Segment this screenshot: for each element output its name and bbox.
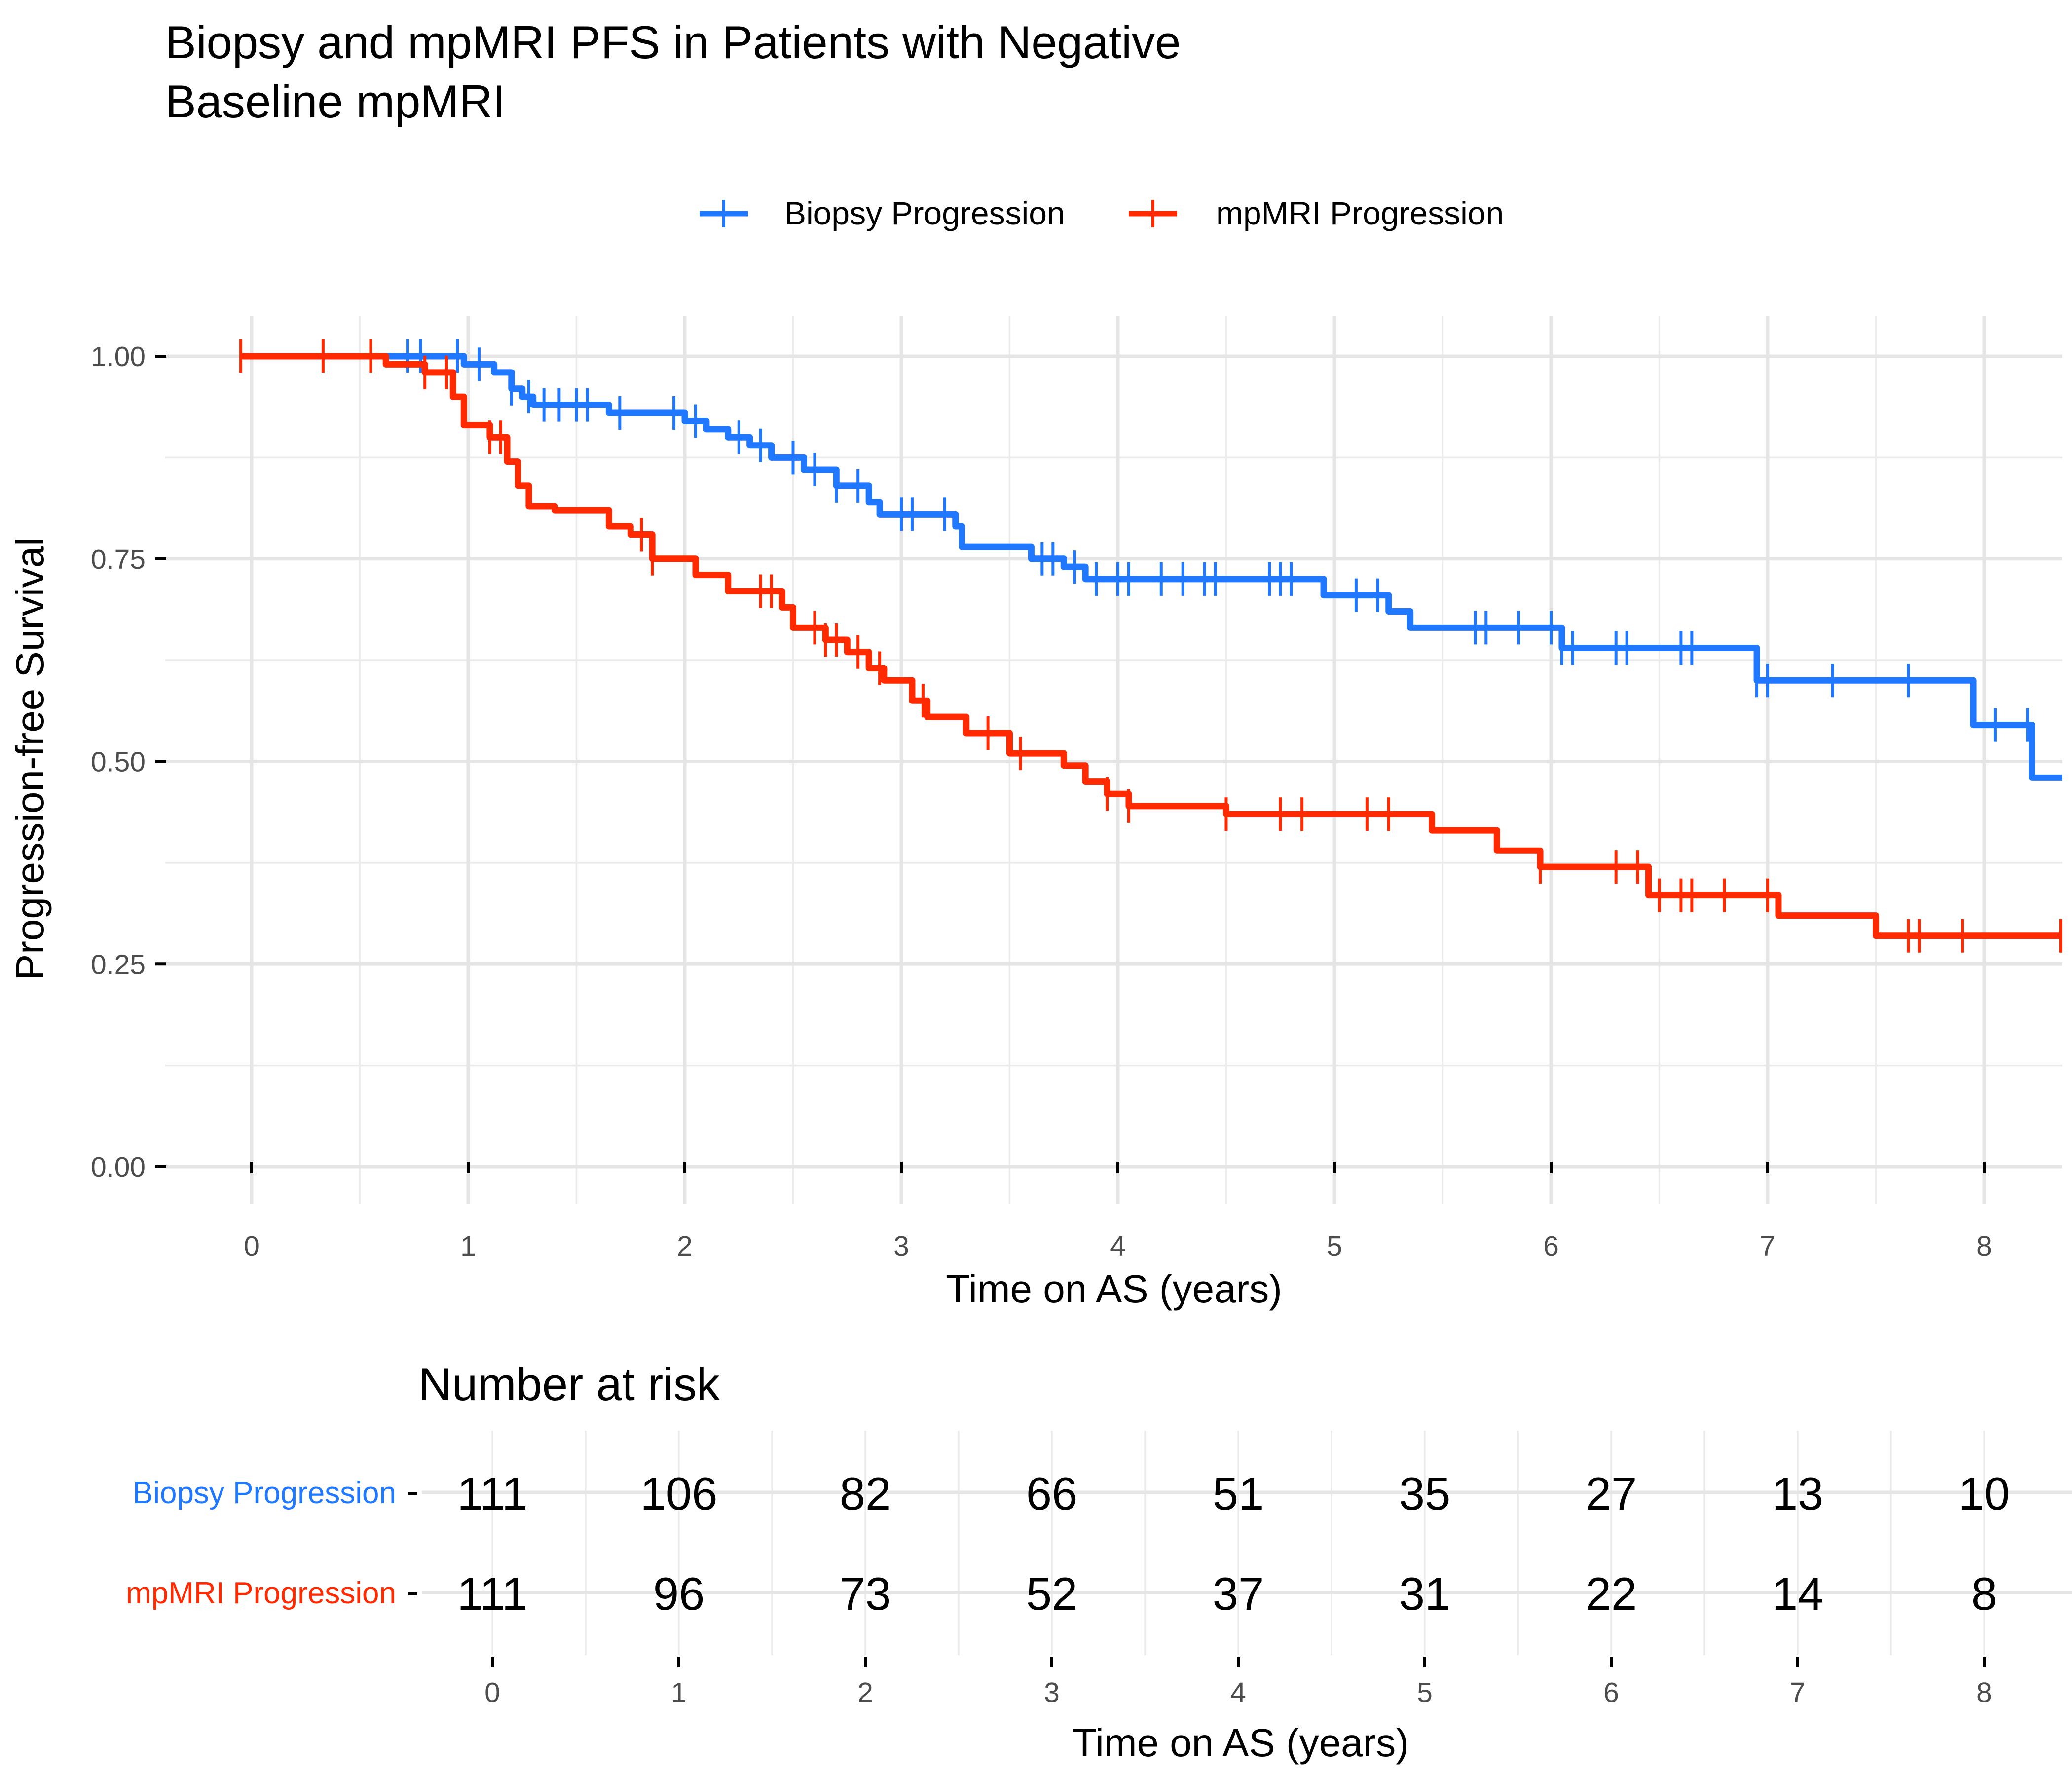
plot-grid [165, 316, 2062, 1204]
risk-table-grid [422, 1431, 2072, 1655]
chart-title-line-1: Biopsy and mpMRI PFS in Patients with Ne… [165, 16, 1181, 68]
risk-count: 27 [1586, 1468, 1637, 1519]
risk-table-title: Number at risk [418, 1358, 720, 1410]
risk-count: 37 [1213, 1568, 1264, 1620]
risk-count: 14 [1772, 1568, 1824, 1620]
survival-curves [239, 339, 2062, 953]
risk-row-label: mpMRI Progression [126, 1576, 396, 1610]
y-tick-label: 0.25 [91, 949, 146, 980]
risk-x-tick-label: 3 [1044, 1677, 1060, 1708]
chart-title-line-2: Baseline mpMRI [165, 75, 506, 127]
risk-count: 51 [1213, 1468, 1264, 1519]
y-tick-label: 0.75 [91, 544, 146, 575]
x-tick-label: 7 [1760, 1230, 1776, 1262]
risk-x-tick-label: 7 [1790, 1677, 1806, 1708]
x-tick-label: 5 [1327, 1230, 1342, 1262]
legend-label-biopsy: Biopsy Progression [784, 195, 1065, 231]
risk-count: 31 [1399, 1568, 1451, 1620]
survival-curve-mpmri [241, 353, 2062, 939]
y-tick-label: 0.00 [91, 1151, 146, 1183]
y-axis-title: Progression-free Survival [8, 537, 52, 980]
risk-x-tick-label: 8 [1976, 1677, 1992, 1708]
risk-count: 111 [457, 1468, 528, 1519]
risk-x-tick-label: 6 [1603, 1677, 1619, 1708]
risk-count: 13 [1772, 1468, 1824, 1519]
x-tick-label: 2 [677, 1230, 693, 1262]
survival-curve-biopsy [241, 353, 2062, 781]
risk-count: 10 [1959, 1468, 2010, 1519]
risk-count: 22 [1586, 1568, 1637, 1620]
y-tick-label: 1.00 [91, 341, 146, 372]
risk-x-tick-label: 5 [1417, 1677, 1433, 1708]
risk-count: 66 [1026, 1468, 1078, 1519]
x-tick-label: 4 [1110, 1230, 1126, 1262]
risk-x-tick-label: 2 [857, 1677, 873, 1708]
legend-item-mpmri: mpMRI Progression [1129, 195, 1504, 231]
risk-count: 52 [1026, 1568, 1078, 1620]
risk-count: 8 [1971, 1568, 1997, 1620]
risk-count: 73 [840, 1568, 891, 1620]
x-tick-label: 1 [460, 1230, 476, 1262]
legend-item-biopsy: Biopsy Progression [700, 195, 1065, 231]
x-tick-label: 8 [1976, 1230, 1992, 1262]
risk-row-label: Biopsy Progression [133, 1476, 396, 1510]
legend-label-mpmri: mpMRI Progression [1216, 195, 1504, 231]
risk-count: 96 [653, 1568, 705, 1620]
x-tick-label: 0 [244, 1230, 259, 1262]
risk-count: 35 [1399, 1468, 1451, 1519]
x-tick-label: 3 [893, 1230, 909, 1262]
y-axis: 0.00 0.25 0.50 0.75 1.00 [91, 341, 166, 1183]
risk-count: 82 [840, 1468, 891, 1519]
x-axis-title: Time on AS (years) [946, 1267, 1282, 1311]
risk-x-tick-label: 4 [1230, 1677, 1246, 1708]
risk-count: 111 [457, 1568, 528, 1620]
legend: Biopsy Progression mpMRI Progression [700, 195, 1504, 231]
risk-x-tick-label: 0 [484, 1677, 500, 1708]
risk-table: Biopsy Progression 111 106 82 66 51 35 27 13 10mp… [126, 1468, 2010, 1708]
x-axis: 0 1 2 3 4 5 6 7 8 [244, 1162, 1992, 1262]
x-tick-label: 6 [1543, 1230, 1559, 1262]
risk-table-x-axis-title: Time on AS (years) [1073, 1721, 1409, 1765]
risk-x-tick-label: 1 [671, 1677, 687, 1708]
risk-count: 106 [640, 1468, 718, 1519]
y-tick-label: 0.50 [91, 746, 146, 778]
